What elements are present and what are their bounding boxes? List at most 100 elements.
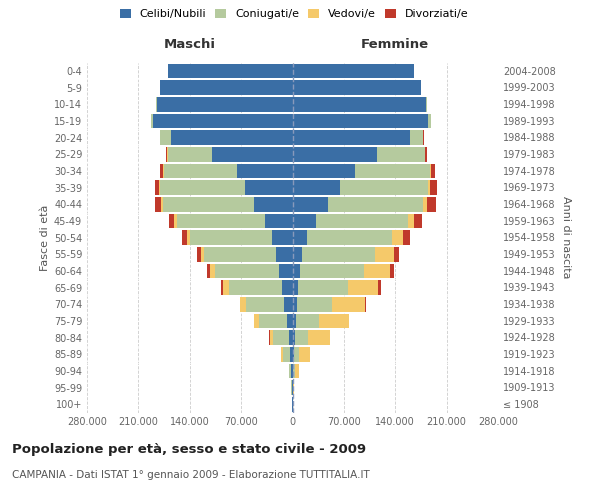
Bar	[270, 330, 272, 345]
Bar	[332, 297, 365, 312]
Bar	[294, 347, 299, 362]
Bar	[316, 214, 408, 228]
Bar	[284, 297, 293, 312]
Bar	[328, 197, 423, 212]
Bar	[425, 147, 427, 162]
Bar	[229, 280, 282, 295]
Text: Femmine: Femmine	[361, 38, 430, 51]
Bar	[265, 214, 293, 228]
Bar	[293, 230, 307, 245]
Bar	[160, 130, 172, 145]
Bar	[201, 247, 205, 262]
Bar	[209, 264, 215, 278]
Bar	[164, 164, 238, 178]
Bar	[254, 314, 259, 328]
Bar	[319, 314, 349, 328]
Bar	[293, 314, 296, 328]
Bar	[403, 230, 410, 245]
Bar	[293, 364, 295, 378]
Bar	[160, 180, 245, 195]
Bar	[159, 180, 160, 195]
Bar	[153, 114, 293, 128]
Text: Popolazione per età, sesso e stato civile - 2009: Popolazione per età, sesso e stato civil…	[12, 442, 366, 456]
Bar	[246, 297, 284, 312]
Bar	[221, 280, 223, 295]
Bar	[254, 197, 293, 212]
Bar	[279, 264, 293, 278]
Bar	[241, 297, 246, 312]
Bar	[215, 264, 279, 278]
Bar	[365, 297, 367, 312]
Bar	[281, 347, 283, 362]
Bar	[377, 147, 425, 162]
Bar	[160, 80, 293, 95]
Bar	[394, 247, 399, 262]
Bar	[212, 147, 293, 162]
Bar	[245, 180, 293, 195]
Bar	[207, 264, 209, 278]
Bar	[163, 164, 164, 178]
Bar	[297, 297, 332, 312]
Bar	[430, 180, 437, 195]
Bar	[277, 247, 293, 262]
Bar	[293, 164, 355, 178]
Bar	[423, 197, 427, 212]
Bar	[182, 230, 187, 245]
Bar	[293, 330, 295, 345]
Bar	[282, 280, 293, 295]
Bar	[168, 64, 293, 78]
Bar	[175, 214, 176, 228]
Bar	[364, 264, 390, 278]
Bar	[302, 247, 376, 262]
Bar	[293, 130, 410, 145]
Bar	[161, 197, 163, 212]
Bar	[157, 97, 293, 112]
Bar	[347, 280, 379, 295]
Bar	[293, 380, 295, 395]
Bar	[238, 164, 293, 178]
Bar	[289, 364, 292, 378]
Bar	[428, 180, 430, 195]
Bar	[293, 214, 316, 228]
Bar	[290, 347, 293, 362]
Bar	[293, 197, 328, 212]
Legend: Celibi/Nubili, Coniugati/e, Vedovi/e, Divorziati/e: Celibi/Nubili, Coniugati/e, Vedovi/e, Di…	[116, 6, 472, 22]
Bar	[151, 114, 153, 128]
Bar	[293, 147, 377, 162]
Bar	[155, 180, 159, 195]
Bar	[163, 197, 254, 212]
Bar	[308, 330, 329, 345]
Bar	[169, 214, 175, 228]
Bar	[293, 247, 302, 262]
Bar	[168, 147, 212, 162]
Bar	[259, 314, 287, 328]
Bar	[293, 180, 340, 195]
Bar	[160, 164, 163, 178]
Bar	[172, 130, 293, 145]
Bar	[299, 347, 310, 362]
Bar	[293, 97, 426, 112]
Bar	[295, 330, 308, 345]
Bar	[272, 230, 293, 245]
Bar	[272, 330, 289, 345]
Bar	[307, 230, 392, 245]
Bar	[293, 280, 298, 295]
Y-axis label: Fasce di età: Fasce di età	[40, 204, 50, 270]
Bar	[155, 197, 161, 212]
Bar	[293, 264, 300, 278]
Bar	[287, 314, 293, 328]
Bar	[427, 197, 436, 212]
Bar	[283, 347, 290, 362]
Bar	[379, 280, 380, 295]
Text: Maschi: Maschi	[164, 38, 216, 51]
Bar	[293, 64, 413, 78]
Bar	[430, 164, 431, 178]
Bar	[293, 297, 297, 312]
Bar	[431, 164, 435, 178]
Bar	[223, 280, 229, 295]
Bar	[296, 314, 319, 328]
Bar	[293, 114, 428, 128]
Bar	[293, 80, 421, 95]
Bar	[295, 364, 299, 378]
Bar	[292, 364, 293, 378]
